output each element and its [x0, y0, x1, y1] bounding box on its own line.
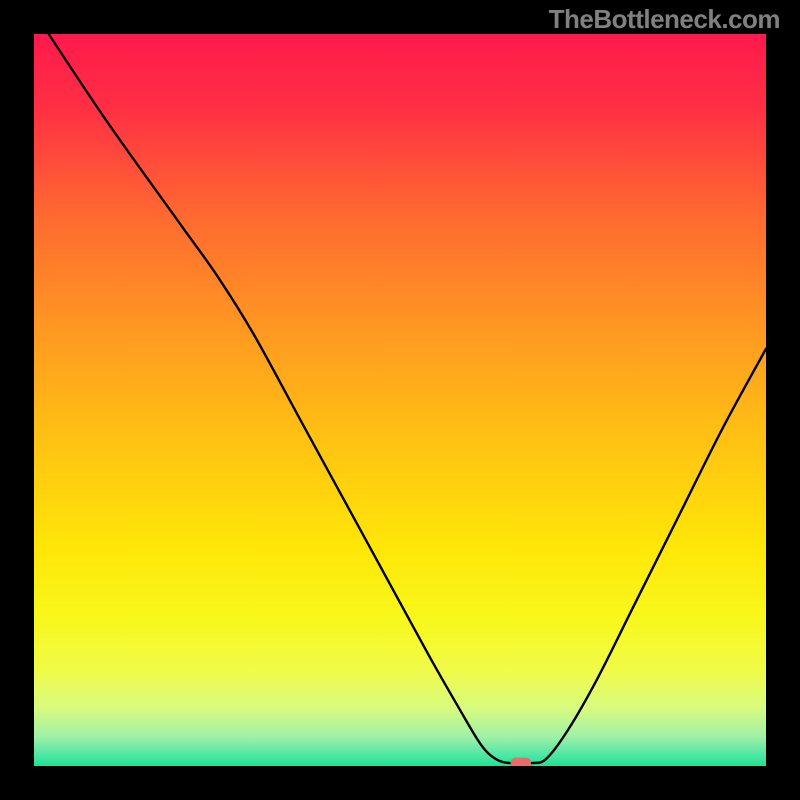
chart-container: TheBottleneck.com [0, 0, 800, 800]
watermark-text: TheBottleneck.com [549, 4, 780, 35]
optimal-marker [511, 758, 531, 766]
chart-svg [34, 34, 766, 766]
gradient-background [34, 34, 766, 766]
plot-area [34, 34, 766, 766]
